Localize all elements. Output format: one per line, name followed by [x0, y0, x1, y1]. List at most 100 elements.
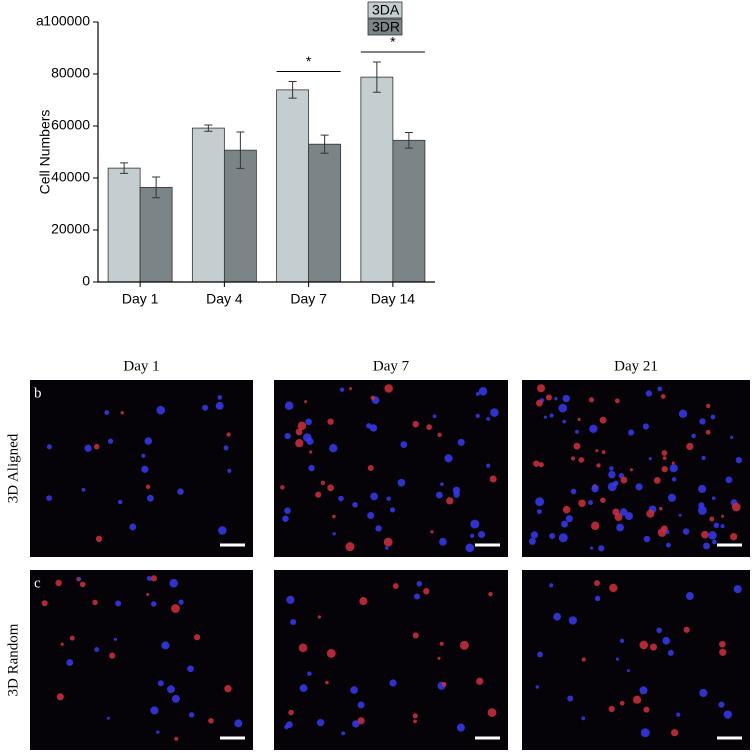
- cell-dot: [366, 423, 372, 429]
- cell-dot: [653, 476, 661, 484]
- cell-dot: [609, 583, 618, 593]
- cell-dot: [375, 525, 382, 532]
- cell-dot: [657, 386, 663, 392]
- cell-dot: [341, 731, 346, 736]
- y-tick-label: 100000: [43, 13, 90, 29]
- cell-dot: [93, 443, 100, 450]
- cell-dot: [46, 495, 53, 502]
- cell-dot: [669, 464, 678, 473]
- cell-dot: [384, 384, 393, 393]
- cell-dot: [306, 437, 314, 445]
- cell-dot: [619, 508, 628, 516]
- cell-dot: [676, 712, 681, 717]
- cell-dot: [470, 533, 475, 538]
- cell-dot: [120, 410, 124, 415]
- cell-dot: [412, 632, 419, 639]
- cell-dot: [554, 396, 558, 401]
- cell-dot: [593, 580, 600, 587]
- cell-dot: [317, 615, 322, 619]
- cell-dot: [619, 638, 625, 643]
- y-tick-label: 60000: [51, 117, 90, 133]
- cell-dot: [615, 657, 620, 661]
- cell-dot: [459, 640, 469, 650]
- cell-dot: [629, 468, 633, 472]
- cell-dot: [594, 595, 601, 602]
- cell-dot: [553, 612, 561, 621]
- cell-dot: [619, 700, 625, 706]
- cell-dot: [316, 719, 325, 727]
- cell-dot: [92, 599, 98, 606]
- cell-dot: [719, 640, 726, 648]
- error-bar: [236, 131, 245, 169]
- cell-dot: [327, 484, 335, 492]
- cell-dot: [720, 524, 725, 529]
- cell-dot: [217, 395, 223, 400]
- cell-dot: [699, 418, 706, 425]
- legend-label: 3DA: [372, 2, 400, 18]
- cell-dot: [157, 680, 164, 687]
- cell-dot: [558, 403, 568, 413]
- cell-dot: [326, 648, 336, 658]
- cell-dot: [614, 513, 623, 521]
- cell-dot: [581, 657, 586, 662]
- y-tick-label: 80000: [51, 65, 90, 81]
- error-bar: [204, 124, 213, 132]
- panel-label: b: [34, 385, 42, 401]
- column-title: Day 21: [614, 358, 658, 374]
- bar: [191, 127, 225, 283]
- cell-dot: [426, 424, 432, 431]
- cell-dot: [490, 408, 499, 417]
- cell-dot: [708, 531, 717, 540]
- cell-dot: [325, 680, 329, 685]
- cell-dot: [357, 701, 365, 709]
- cell-dot: [178, 599, 184, 605]
- cell-dot: [146, 575, 152, 582]
- cell-dot: [457, 438, 465, 446]
- cell-dot: [543, 415, 548, 419]
- cell-dot: [470, 519, 480, 529]
- bar: [308, 143, 342, 283]
- cell-dot: [400, 441, 408, 448]
- cell-dot: [591, 521, 600, 531]
- cell-dot: [697, 506, 707, 515]
- cell-dot: [60, 642, 64, 646]
- cell-dot: [174, 736, 179, 741]
- y-axis-label: Cell Numbers: [37, 110, 53, 195]
- cell-dot: [665, 542, 671, 548]
- cell-dot: [711, 496, 716, 501]
- cell-dot: [416, 580, 423, 587]
- x-tick-label: Day 4: [206, 291, 243, 307]
- cell-dot: [106, 716, 110, 720]
- x-tick-label: Day 14: [371, 291, 416, 307]
- cell-dot: [488, 591, 493, 597]
- cell-dot: [645, 390, 653, 397]
- legend-swatch: [367, 1, 403, 19]
- cell-dot: [141, 453, 146, 458]
- cell-dot: [412, 713, 418, 719]
- cell-dot: [104, 410, 110, 415]
- cell-dot: [530, 531, 539, 539]
- significance-mark: *: [390, 34, 396, 50]
- cell-dot: [713, 522, 720, 529]
- cell-dot: [332, 514, 336, 519]
- cell-dot: [171, 694, 180, 703]
- cell-dot: [352, 720, 360, 728]
- cell-dot: [730, 533, 738, 541]
- cell-dot: [475, 392, 480, 396]
- cell-dot: [392, 583, 399, 589]
- cell-dot: [662, 456, 667, 461]
- micrograph: [522, 380, 750, 557]
- cell-dot: [598, 545, 605, 552]
- cell-dot: [413, 593, 420, 600]
- error-bar: [120, 162, 129, 174]
- cell-dot: [309, 450, 313, 454]
- cell-dot: [723, 710, 732, 719]
- cell-dot: [562, 419, 567, 424]
- cell-dot: [150, 706, 159, 715]
- cell-dot: [658, 506, 663, 511]
- cell-dot: [656, 627, 662, 634]
- cell-dot: [79, 581, 86, 588]
- cell-dot: [635, 483, 643, 491]
- cell-dot: [84, 444, 92, 452]
